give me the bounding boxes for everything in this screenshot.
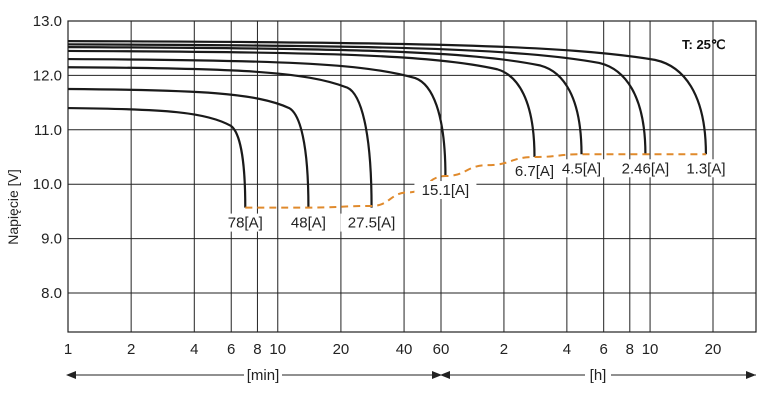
x-tick-label-min: 8 [253, 341, 261, 358]
minutes-range-arrow: [min] [66, 366, 442, 384]
discharge-curve [67, 87, 310, 208]
y-tick-label: 10.0 [33, 176, 62, 193]
x-tick-label-min: 6 [227, 341, 235, 358]
x-tick-label-min: 1 [64, 341, 72, 358]
hours-range-label: [h] [590, 367, 607, 384]
x-tick-label-h: 2 [500, 341, 508, 358]
x-tick-label-min: 40 [396, 341, 413, 358]
series-label-bg [554, 159, 609, 178]
discharge-curves [67, 40, 708, 208]
y-tick-label: 8.0 [41, 285, 62, 302]
y-tick-label: 13.0 [33, 13, 62, 30]
y-tick-label: 12.0 [33, 67, 62, 84]
series-label-bg [340, 213, 403, 232]
discharge-curve [67, 46, 583, 155]
series-label-bg [414, 181, 477, 200]
x-tick-label-h: 8 [626, 341, 634, 358]
grid [67, 20, 757, 333]
endpoint-dashed-line [245, 153, 706, 209]
series-labels: 78[A] 48[A] 27.5[A] 15.1[A] 6.7[A] 4.5[A] 2.46… [222, 159, 733, 232]
series-label: 4.5[A] [562, 160, 601, 177]
series-label: 1.3[A] [686, 160, 725, 177]
series-label: 48[A] [291, 215, 326, 232]
series-label: 2.46[A] [622, 160, 670, 177]
series-label: 78[A] [228, 215, 263, 232]
x-tick-label-min: 2 [127, 341, 135, 358]
x-tick-label-h: 10 [642, 341, 659, 358]
y-axis-label: Napięcie [V] [5, 169, 21, 244]
x-tick-label-min: 60 [433, 341, 450, 358]
minutes-range-label: [min] [247, 367, 280, 384]
series-label-bg [222, 213, 269, 232]
series-label: 6.7[A] [515, 163, 554, 180]
series-label-bg [678, 159, 733, 178]
x-tick-label-min: 10 [269, 341, 286, 358]
y-tick-label: 11.0 [34, 122, 62, 139]
series-label-bg [614, 159, 677, 178]
axes: 13.012.011.010.09.08.01 2 4 6 8 10 20 40 60 2 4 6 8 1… [33, 13, 722, 358]
discharge-curve [67, 66, 373, 208]
series-label: 15.1[A] [422, 182, 470, 199]
temperature-annotation: T: 25℃ [682, 37, 726, 52]
series-label: 27.5[A] [348, 215, 396, 232]
discharge-curve [67, 49, 536, 158]
discharge-curve [67, 43, 647, 155]
series-label-bg [285, 213, 332, 232]
x-tick-label-h: 20 [705, 341, 722, 358]
discharge-curve [67, 106, 247, 208]
discharge-curve [67, 57, 447, 177]
x-tick-label-min: 4 [190, 341, 198, 358]
x-tick-label-min: 20 [333, 341, 350, 358]
hours-range-arrow: [h] [440, 366, 756, 384]
x-tick-label-h: 6 [600, 341, 608, 358]
endpoint-line [245, 153, 706, 209]
y-tick-label: 9.0 [41, 231, 62, 248]
x-tick-label-h: 4 [563, 341, 571, 358]
discharge-curve [67, 40, 708, 155]
series-label-bg [507, 162, 562, 180]
